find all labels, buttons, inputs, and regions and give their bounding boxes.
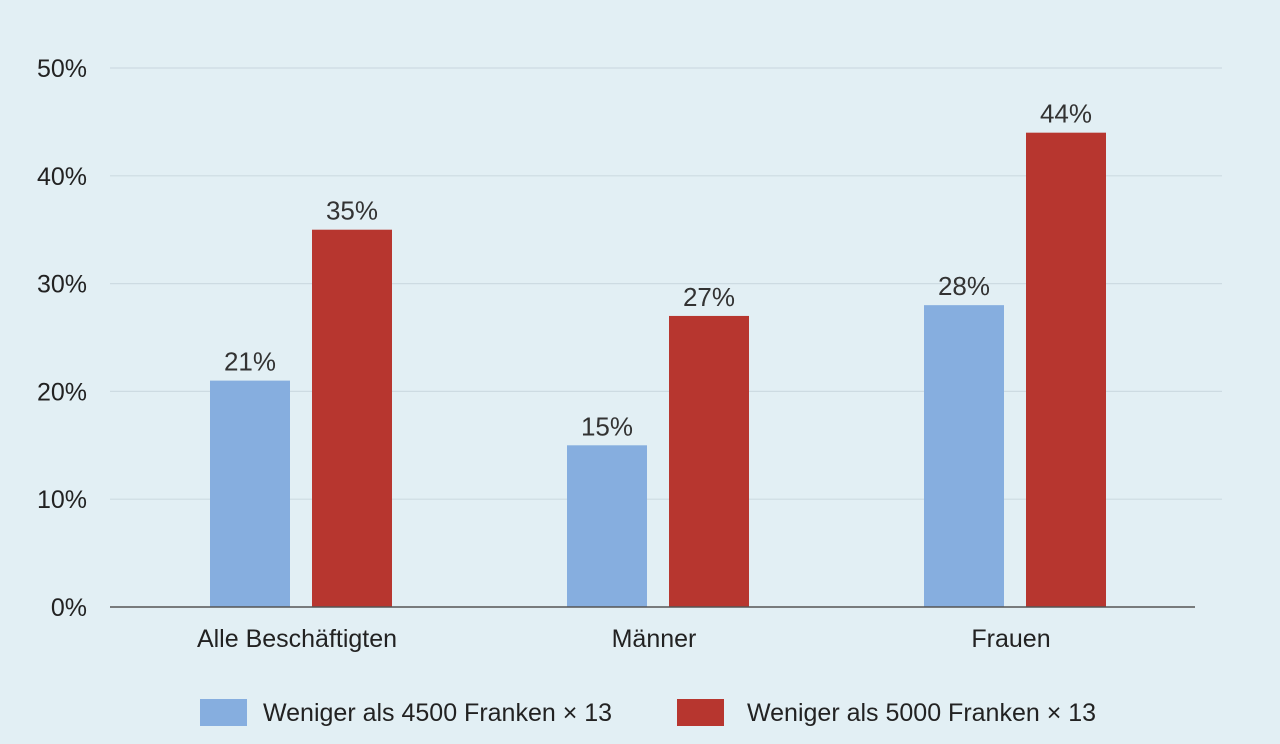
data-labels: 21% 35% 15% 27% 28% 44% xyxy=(224,99,1092,442)
x-axis-categories: Alle Beschäftigten Männer Frauen xyxy=(197,625,1051,653)
bar xyxy=(669,315,749,607)
data-label: 28% xyxy=(938,271,990,301)
bar xyxy=(1026,132,1106,607)
bars xyxy=(210,132,1106,607)
y-tick-label: 40% xyxy=(37,163,87,191)
data-label: 21% xyxy=(224,347,276,377)
y-tick-label: 30% xyxy=(37,271,87,299)
legend: Weniger als 4500 Franken × 13 Weniger als… xyxy=(200,699,1096,727)
data-label: 15% xyxy=(581,411,633,441)
bar xyxy=(567,445,647,607)
y-tick-label: 20% xyxy=(37,378,87,406)
bar xyxy=(312,229,392,607)
data-label: 27% xyxy=(683,282,735,312)
data-label: 35% xyxy=(326,196,378,226)
legend-label: Weniger als 5000 Franken × 13 xyxy=(747,699,1096,727)
data-label: 44% xyxy=(1040,99,1092,129)
category-label: Alle Beschäftigten xyxy=(197,625,397,653)
category-label: Frauen xyxy=(971,625,1050,653)
y-tick-label: 0% xyxy=(51,594,87,622)
y-tick-label: 50% xyxy=(37,55,87,83)
legend-label: Weniger als 4500 Franken × 13 xyxy=(263,699,612,727)
y-axis-ticks: 0% 10% 20% 30% 40% 50% xyxy=(37,55,87,622)
legend-swatch xyxy=(200,699,247,726)
legend-swatch xyxy=(677,699,724,726)
category-label: Männer xyxy=(612,625,697,653)
y-tick-label: 10% xyxy=(37,486,87,514)
bar xyxy=(924,305,1004,607)
bar xyxy=(210,380,290,607)
